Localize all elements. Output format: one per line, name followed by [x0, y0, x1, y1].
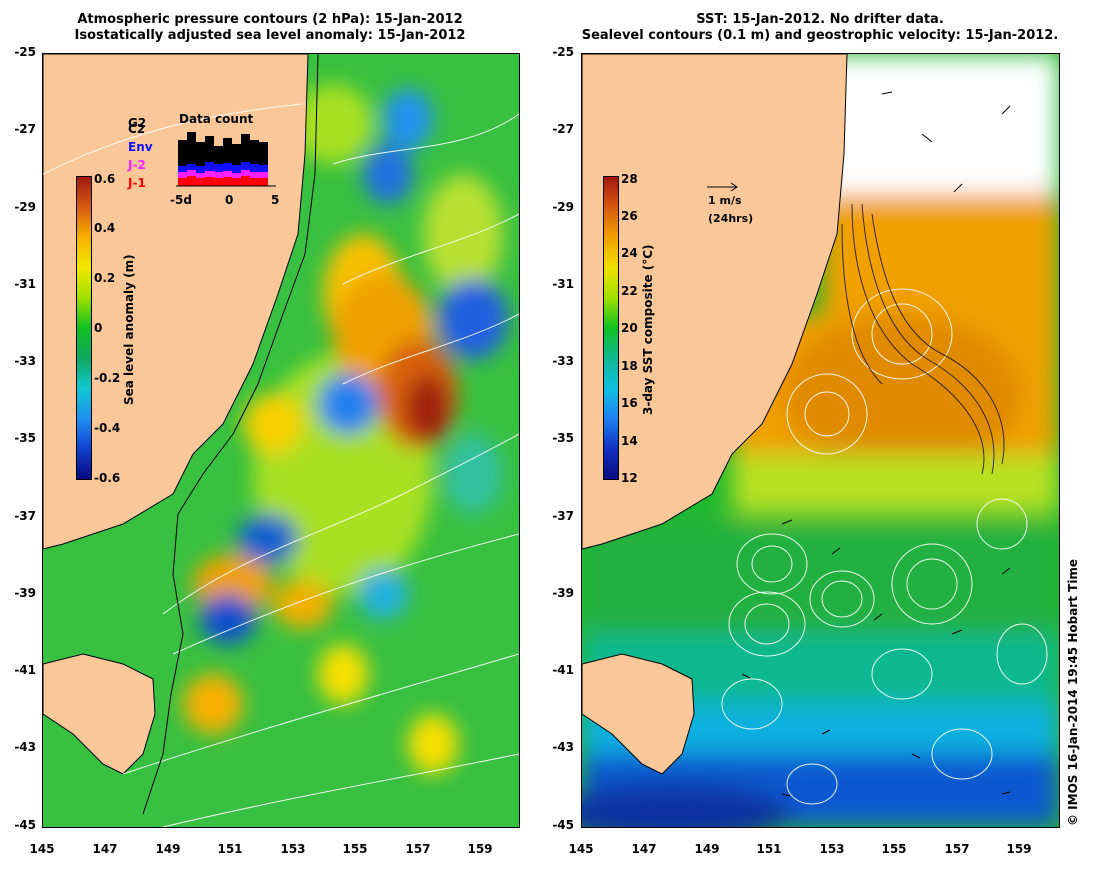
right-x-tick: 145 — [568, 842, 594, 856]
sea-level-colorbar-gradient — [77, 177, 91, 479]
satellite-label: J-2 — [128, 158, 146, 172]
right-x-tick: 147 — [631, 842, 657, 856]
tasmania — [43, 653, 156, 775]
colorbar-tick: 0.4 — [94, 221, 116, 235]
right-y-tick: -27 — [552, 122, 574, 136]
colorbar-tick: 16 — [621, 396, 638, 410]
colorbar-tick: 28 — [621, 172, 638, 186]
data-count-axis-tick: 0 — [225, 193, 234, 207]
right-title-line2: Sealevel contours (0.1 m) and geostrophi… — [581, 28, 1059, 43]
sea-level-contours — [721, 81, 1048, 805]
right-y-tick: -45 — [552, 818, 574, 832]
right-x-tick: 153 — [819, 842, 845, 856]
left-y-tick: -33 — [14, 354, 36, 368]
colorbar-tick: 20 — [621, 321, 638, 335]
left-x-tick: 157 — [405, 842, 431, 856]
left-y-tick: -25 — [14, 45, 36, 59]
satellite-label: C2 — [128, 122, 146, 136]
right-x-tick: 149 — [694, 842, 720, 856]
sst-colorbar-gradient — [604, 177, 618, 479]
velocity-arrows — [741, 91, 1011, 797]
left-x-tick: 153 — [280, 842, 306, 856]
anomaly-field — [183, 84, 508, 774]
sea-level-colorbar-label: Sea level anomaly (m) — [122, 254, 136, 405]
right-y-tick: -31 — [552, 277, 574, 291]
colorbar-tick: -0.4 — [94, 421, 121, 435]
right-y-tick: -41 — [552, 663, 574, 677]
left-y-tick: -41 — [14, 663, 36, 677]
velocity-scale — [706, 178, 740, 197]
colorbar-tick: 0.6 — [94, 172, 116, 186]
imos-credit: © IMOS 16-Jan-2014 19:45 Hobart Time — [1066, 558, 1080, 826]
velocity-scale-speed: 1 m/s — [708, 194, 742, 207]
colorbar-tick: 14 — [621, 434, 638, 448]
colorbar-tick: 0.2 — [94, 271, 116, 285]
tasmania — [582, 653, 695, 775]
sea-level-anomaly-svg — [43, 54, 519, 827]
colorbar-tick: 0 — [94, 321, 103, 335]
satellite-label: J-1 — [128, 176, 146, 190]
sst-colorbar-label: 3-day SST composite (°C) — [641, 244, 655, 415]
left-x-tick: 159 — [467, 842, 493, 856]
right-x-tick: 159 — [1006, 842, 1032, 856]
left-y-tick: -43 — [14, 740, 36, 754]
left-x-tick: 151 — [217, 842, 243, 856]
satellite-label: G2 — [128, 116, 147, 130]
right-y-tick: -37 — [552, 509, 574, 523]
right-x-tick: 151 — [756, 842, 782, 856]
sea-level-anomaly-map[interactable] — [42, 53, 520, 828]
sea-level-colorbar — [76, 176, 92, 480]
colorbar-tick: 22 — [621, 284, 638, 298]
left-x-tick: 147 — [92, 842, 118, 856]
sst-map[interactable] — [581, 53, 1060, 828]
mainland-australia — [582, 54, 848, 550]
colorbar-tick: -0.2 — [94, 371, 121, 385]
left-x-tick: 155 — [342, 842, 368, 856]
left-y-tick: -31 — [14, 277, 36, 291]
data-count-histogram — [176, 132, 276, 187]
left-title-line1: Atmospheric pressure contours (2 hPa): 1… — [77, 12, 463, 27]
sst-svg — [582, 54, 1059, 827]
left-y-tick: -27 — [14, 122, 36, 136]
right-title-line1: SST: 15-Jan-2012. No drifter data. — [696, 12, 944, 27]
sst-colorbar — [603, 176, 619, 480]
current-streamlines — [841, 203, 1005, 475]
satellite-label: Env — [128, 140, 153, 154]
isobath-line — [142, 54, 319, 815]
left-y-tick: -29 — [14, 200, 36, 214]
colorbar-tick: -0.6 — [94, 471, 121, 485]
left-y-tick: -45 — [14, 818, 36, 832]
velocity-scale-arrow — [707, 182, 738, 192]
left-title-line2: Isostatically adjusted sea level anomaly… — [74, 28, 466, 43]
right-y-tick: -35 — [552, 431, 574, 445]
pressure-contours — [43, 103, 519, 827]
right-x-tick: 155 — [881, 842, 907, 856]
right-y-tick: -33 — [552, 354, 574, 368]
left-y-tick: -39 — [14, 586, 36, 600]
right-y-tick: -25 — [552, 45, 574, 59]
right-y-tick: -39 — [552, 586, 574, 600]
right-y-tick: -29 — [552, 200, 574, 214]
colorbar-tick: 24 — [621, 246, 638, 260]
left-y-tick: -37 — [14, 509, 36, 523]
colorbar-tick: 26 — [621, 209, 638, 223]
data-count-axis-tick: 5 — [271, 193, 280, 207]
left-x-tick: 149 — [155, 842, 181, 856]
colorbar-tick: 18 — [621, 359, 638, 373]
left-y-tick: -35 — [14, 431, 36, 445]
colorbar-tick: 12 — [621, 471, 638, 485]
data-count-axis-tick: -5d — [170, 193, 192, 207]
data-count-title: Data count — [179, 112, 254, 126]
data-count-bars — [178, 132, 268, 186]
velocity-scale-period: (24hrs) — [708, 212, 754, 225]
right-y-tick: -43 — [552, 740, 574, 754]
left-x-tick: 145 — [29, 842, 55, 856]
right-x-tick: 157 — [944, 842, 970, 856]
